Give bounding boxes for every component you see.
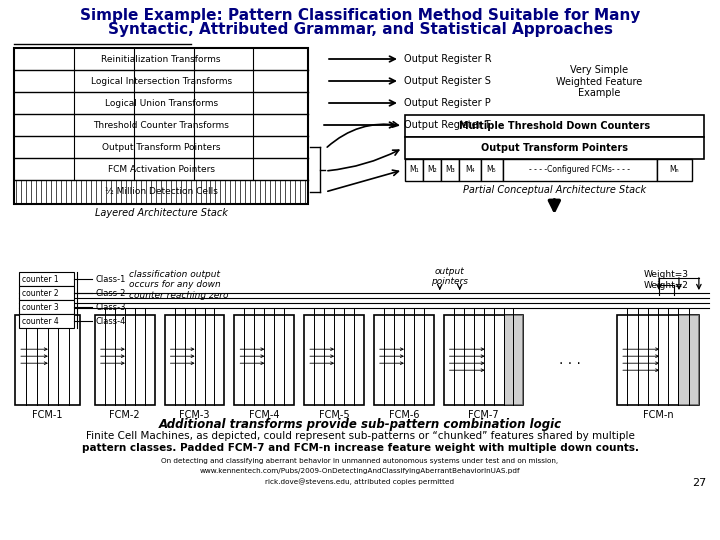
Text: Output Transform Pointers: Output Transform Pointers [102,143,220,152]
Bar [617,315,699,405]
Bar [657,159,692,181]
Text: FCM-3: FCM-3 [179,410,210,420]
Bar [95,315,155,405]
Text: Threshold Counter Transforms: Threshold Counter Transforms [93,120,229,130]
Text: FCM Activation Pointers: FCM Activation Pointers [108,165,215,173]
Text: FCM-4: FCM-4 [249,410,279,420]
Text: 27: 27 [693,478,707,488]
Bar [678,315,699,405]
Text: counter 3: counter 3 [22,302,59,312]
Text: classification output
occurs for any down
counter reaching zero: classification output occurs for any dow… [129,270,228,300]
Bar [14,48,308,204]
Text: M₂: M₂ [427,165,436,174]
Bar [423,159,441,181]
Text: FCM-2: FCM-2 [109,410,140,420]
Text: - - - -Configured FCMs- - - -: - - - -Configured FCMs- - - - [529,165,630,174]
Bar [235,315,294,405]
Text: Output Transform Pointers: Output Transform Pointers [481,143,628,153]
Text: Output Register S: Output Register S [404,76,491,86]
Bar [19,300,74,314]
Text: M₅: M₅ [487,165,496,174]
Text: Finite Cell Machines, as depicted, could represent sub-patterns or “chunked” fea: Finite Cell Machines, as depicted, could… [86,431,634,441]
Text: M₁: M₁ [409,165,418,174]
Text: Additional transforms provide sub-pattern combination logic: Additional transforms provide sub-patter… [158,418,562,431]
Text: Weight=3: Weight=3 [644,270,689,279]
Text: Reinitialization Transforms: Reinitialization Transforms [102,55,221,64]
Text: Class-1: Class-1 [96,274,126,284]
Text: counter 4: counter 4 [22,316,59,326]
Text: Mₙ: Mₙ [670,165,679,174]
Text: Weight=2: Weight=2 [644,281,689,290]
Text: Logical Intersection Transforms: Logical Intersection Transforms [91,77,232,85]
Text: FCM-n: FCM-n [643,410,673,420]
Bar [481,159,503,181]
Text: Syntactic, Attributed Grammar, and Statistical Approaches: Syntactic, Attributed Grammar, and Stati… [107,22,613,37]
Text: Logical Union Transforms: Logical Union Transforms [104,98,217,107]
Text: . . .: . . . [559,353,581,367]
Bar [405,159,423,181]
Text: On detecting and classifying aberrant behavior in unmanned autonomous systems un: On detecting and classifying aberrant be… [161,458,559,464]
Text: Output Register R: Output Register R [404,54,492,64]
Text: Output Register T: Output Register T [404,120,490,130]
Bar [165,315,225,405]
Bar [405,137,704,159]
Text: rick.dove@stevens.edu, attributed copies permitted: rick.dove@stevens.edu, attributed copies… [266,478,454,485]
Bar [15,315,80,405]
Text: Output Register P: Output Register P [404,98,490,108]
Text: FCM-5: FCM-5 [319,410,349,420]
Bar [405,115,704,137]
Bar [19,286,74,300]
Text: FCM-6: FCM-6 [389,410,419,420]
Bar [374,315,433,405]
Text: ½ Million Detection Cells: ½ Million Detection Cells [104,187,217,197]
Bar [441,159,459,181]
Text: M₃: M₃ [445,165,454,174]
Bar [304,315,364,405]
Bar [503,315,523,405]
Text: counter 2: counter 2 [22,288,59,298]
Bar [19,314,74,328]
Text: FCM-7: FCM-7 [468,410,499,420]
Bar [503,159,657,181]
Text: pattern classes. Padded FCM-7 and FCM-n increase feature weight with multiple do: pattern classes. Padded FCM-7 and FCM-n … [81,443,639,453]
Text: M₄: M₄ [465,165,474,174]
Text: FCM-1: FCM-1 [32,410,63,420]
Text: output
pointers: output pointers [431,267,468,286]
Text: Simple Example: Pattern Classification Method Suitable for Many: Simple Example: Pattern Classification M… [80,8,640,23]
Text: Class-4: Class-4 [96,316,126,326]
Text: Very Simple
Weighted Feature
Example: Very Simple Weighted Feature Example [556,65,642,98]
Text: Multiple Threshold Down Counters: Multiple Threshold Down Counters [459,121,650,131]
Text: Partial Conceptual Architecture Stack: Partial Conceptual Architecture Stack [463,185,646,195]
Text: www.kennentech.com/Pubs/2009-OnDetectingAndClassifyingAberrantBehaviorInUAS.pdf: www.kennentech.com/Pubs/2009-OnDetecting… [199,468,521,474]
Bar [444,315,523,405]
Bar [19,272,74,286]
Text: Layered Architecture Stack: Layered Architecture Stack [95,208,228,218]
Text: Class-2: Class-2 [96,288,126,298]
Text: counter 1: counter 1 [22,274,59,284]
Bar [459,159,481,181]
Text: Class-3: Class-3 [96,302,127,312]
